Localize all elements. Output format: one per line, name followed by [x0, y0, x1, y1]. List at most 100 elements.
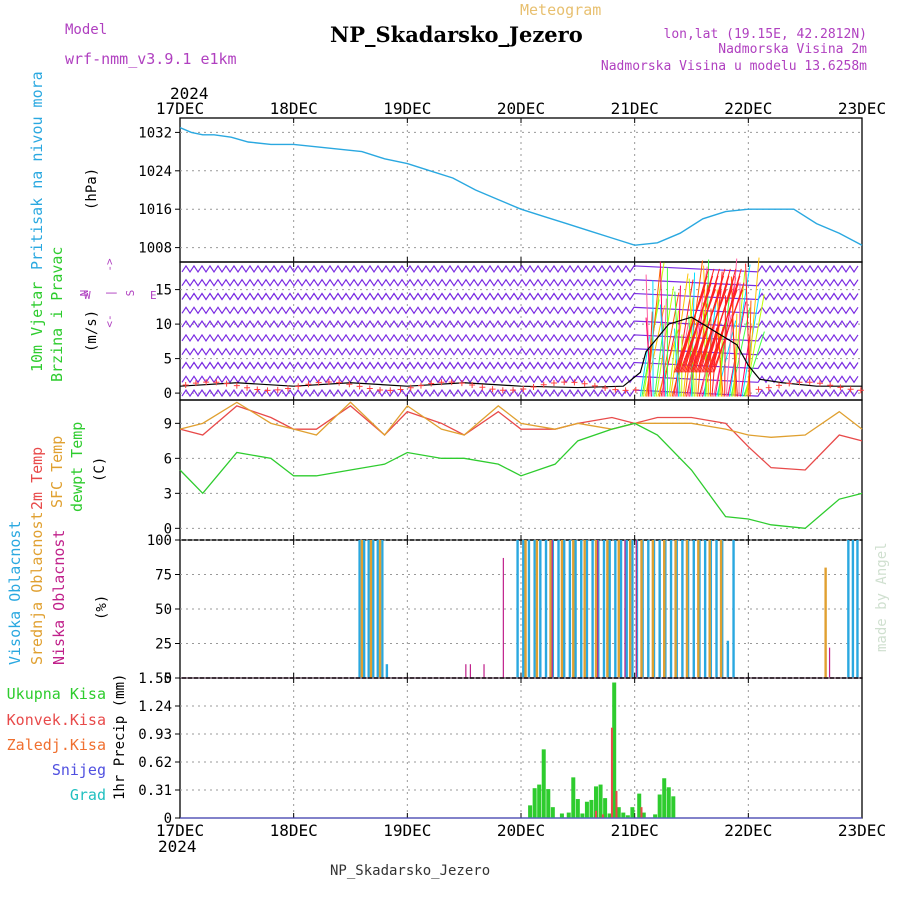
cloud-unit: (%): [94, 595, 110, 620]
y-tick-label: 1.55: [138, 671, 172, 687]
wind-barb-storm: [659, 304, 667, 397]
wind-speed-marker: [254, 386, 261, 393]
wind-barb-storm: [738, 282, 741, 397]
low-cloud-bar: [483, 664, 485, 678]
y-tick-label: 1.24: [138, 699, 172, 715]
high-cloud-bar: [376, 540, 379, 678]
mid-cloud-bar: [360, 540, 364, 678]
mid-cloud-bar: [606, 540, 609, 678]
total-precip-bar: [625, 815, 630, 818]
mid-cloud-bar: [524, 540, 527, 678]
wind-speed-marker: [203, 379, 210, 386]
top-time-label: 17DEC: [156, 99, 204, 118]
wind-speed-marker: [806, 379, 813, 386]
year-label-top: 2024: [170, 84, 209, 103]
y-tick-label: 50: [155, 602, 172, 618]
station-title: NP_Skadarsko_Jezero: [330, 22, 583, 47]
precip-ylabel-2: Konvek.Kisa: [7, 711, 106, 729]
low-cloud-bar: [551, 540, 553, 678]
wind-speed-marker: [765, 384, 772, 391]
total-precip-bar: [653, 814, 658, 818]
wind-barb-strong: [705, 268, 737, 373]
total-precip-bar: [630, 807, 635, 818]
pressure-line: [179, 126, 863, 246]
compass-e: E: [150, 289, 157, 302]
total-precip-bar: [537, 784, 542, 818]
svg-text:|: |: [104, 290, 117, 297]
wind-speed-marker: [264, 387, 271, 394]
temperature-panel: 9 6 3 0: [164, 399, 863, 541]
y-tick-label: 0: [164, 386, 172, 402]
precip-ylabel-4: Snijeg: [52, 761, 106, 779]
temp-unit: (C): [92, 457, 108, 482]
wind-barb-strong: [710, 268, 742, 373]
wind-speed-marker: [244, 384, 251, 391]
wind-ylabel-2: Brzina i Pravac: [48, 247, 66, 382]
wind-speed-marker: [632, 386, 639, 393]
low-cloud-bar: [624, 540, 626, 678]
high-cloud-bar: [591, 540, 594, 678]
wind-speed-marker: [786, 380, 793, 387]
top-time-label: 22DEC: [724, 99, 772, 118]
sfc-temp-line: [179, 401, 863, 438]
total-precip-bar: [603, 798, 608, 818]
mid-cloud-bar: [685, 540, 689, 678]
high-cloud-bar: [847, 540, 850, 678]
mid-cloud-bar: [719, 540, 723, 678]
wind-barb-storm: [745, 263, 751, 397]
total-precip-bar: [589, 799, 594, 818]
wind-barb-storm: [688, 278, 695, 397]
high-cloud-bar: [703, 540, 707, 678]
wind-speed-marker: [387, 387, 394, 394]
precip-ylabel-1: Ukupna Kisa: [7, 685, 106, 703]
wind-speed-marker: [489, 386, 496, 393]
wind-barb-storm: [719, 326, 724, 397]
high-cloud-bar: [580, 540, 583, 678]
conv-precip-bar: [610, 727, 613, 818]
panel-frame: [179, 677, 863, 819]
wind-speed-marker: [602, 384, 609, 391]
y-tick-label: 25: [155, 637, 172, 653]
high-cloud-bar: [385, 664, 389, 678]
wind-speed-line: [179, 316, 862, 389]
high-cloud-bar: [658, 540, 661, 678]
high-cloud-bar: [625, 540, 628, 678]
y-tick-label: 5: [164, 352, 172, 368]
model-label: Model: [65, 22, 107, 38]
precip-ylabel-3: Zaledj.Kisa: [7, 736, 106, 754]
wind-barb-row: [181, 375, 859, 384]
wind-speed-marker: [448, 379, 455, 386]
wind-speed-marker: [571, 379, 578, 386]
high-cloud-bar: [358, 540, 361, 678]
high-cloud-bar: [619, 540, 623, 678]
wind-speed-marker: [377, 386, 384, 393]
wind-speed-marker: [336, 379, 343, 386]
wind-speed-marker: [561, 379, 568, 386]
low-cloud-bar: [597, 540, 599, 678]
low-cloud-bar: [635, 540, 637, 678]
y-tick-label: 75: [155, 568, 172, 584]
wind-speed-marker: [837, 384, 844, 391]
y-tick-label: 6: [164, 451, 172, 467]
wind-speed-marker: [510, 387, 517, 394]
pressure-ylabel: Pritisak na nivou mora: [28, 71, 46, 270]
mid-cloud-bar: [617, 540, 620, 678]
wind-speed-marker: [847, 386, 854, 393]
mid-cloud-bar: [535, 540, 539, 678]
wind-barb-storm: [682, 297, 694, 397]
high-cloud-bar: [681, 540, 684, 678]
high-cloud-bar: [669, 540, 673, 678]
total-precip-bar: [532, 788, 537, 818]
mid-cloud-bar: [560, 540, 564, 678]
high-cloud-bar: [726, 640, 730, 678]
high-cloud-bar: [522, 540, 525, 678]
wind-speed-marker: [622, 387, 629, 394]
mid-cloud-bar: [663, 540, 666, 678]
conv-precip-bar: [601, 814, 604, 818]
bottom-time-axis: 17DEC 18DEC 19DEC 20DEC 21DEC 22DEC 23DEC: [156, 821, 886, 840]
wind-barb-storm: [645, 274, 651, 397]
wind-speed-marker: [438, 379, 445, 386]
wind-barb-strong: [688, 268, 720, 373]
wind-speed-marker: [315, 379, 322, 386]
wind-speed-marker: [755, 386, 762, 393]
